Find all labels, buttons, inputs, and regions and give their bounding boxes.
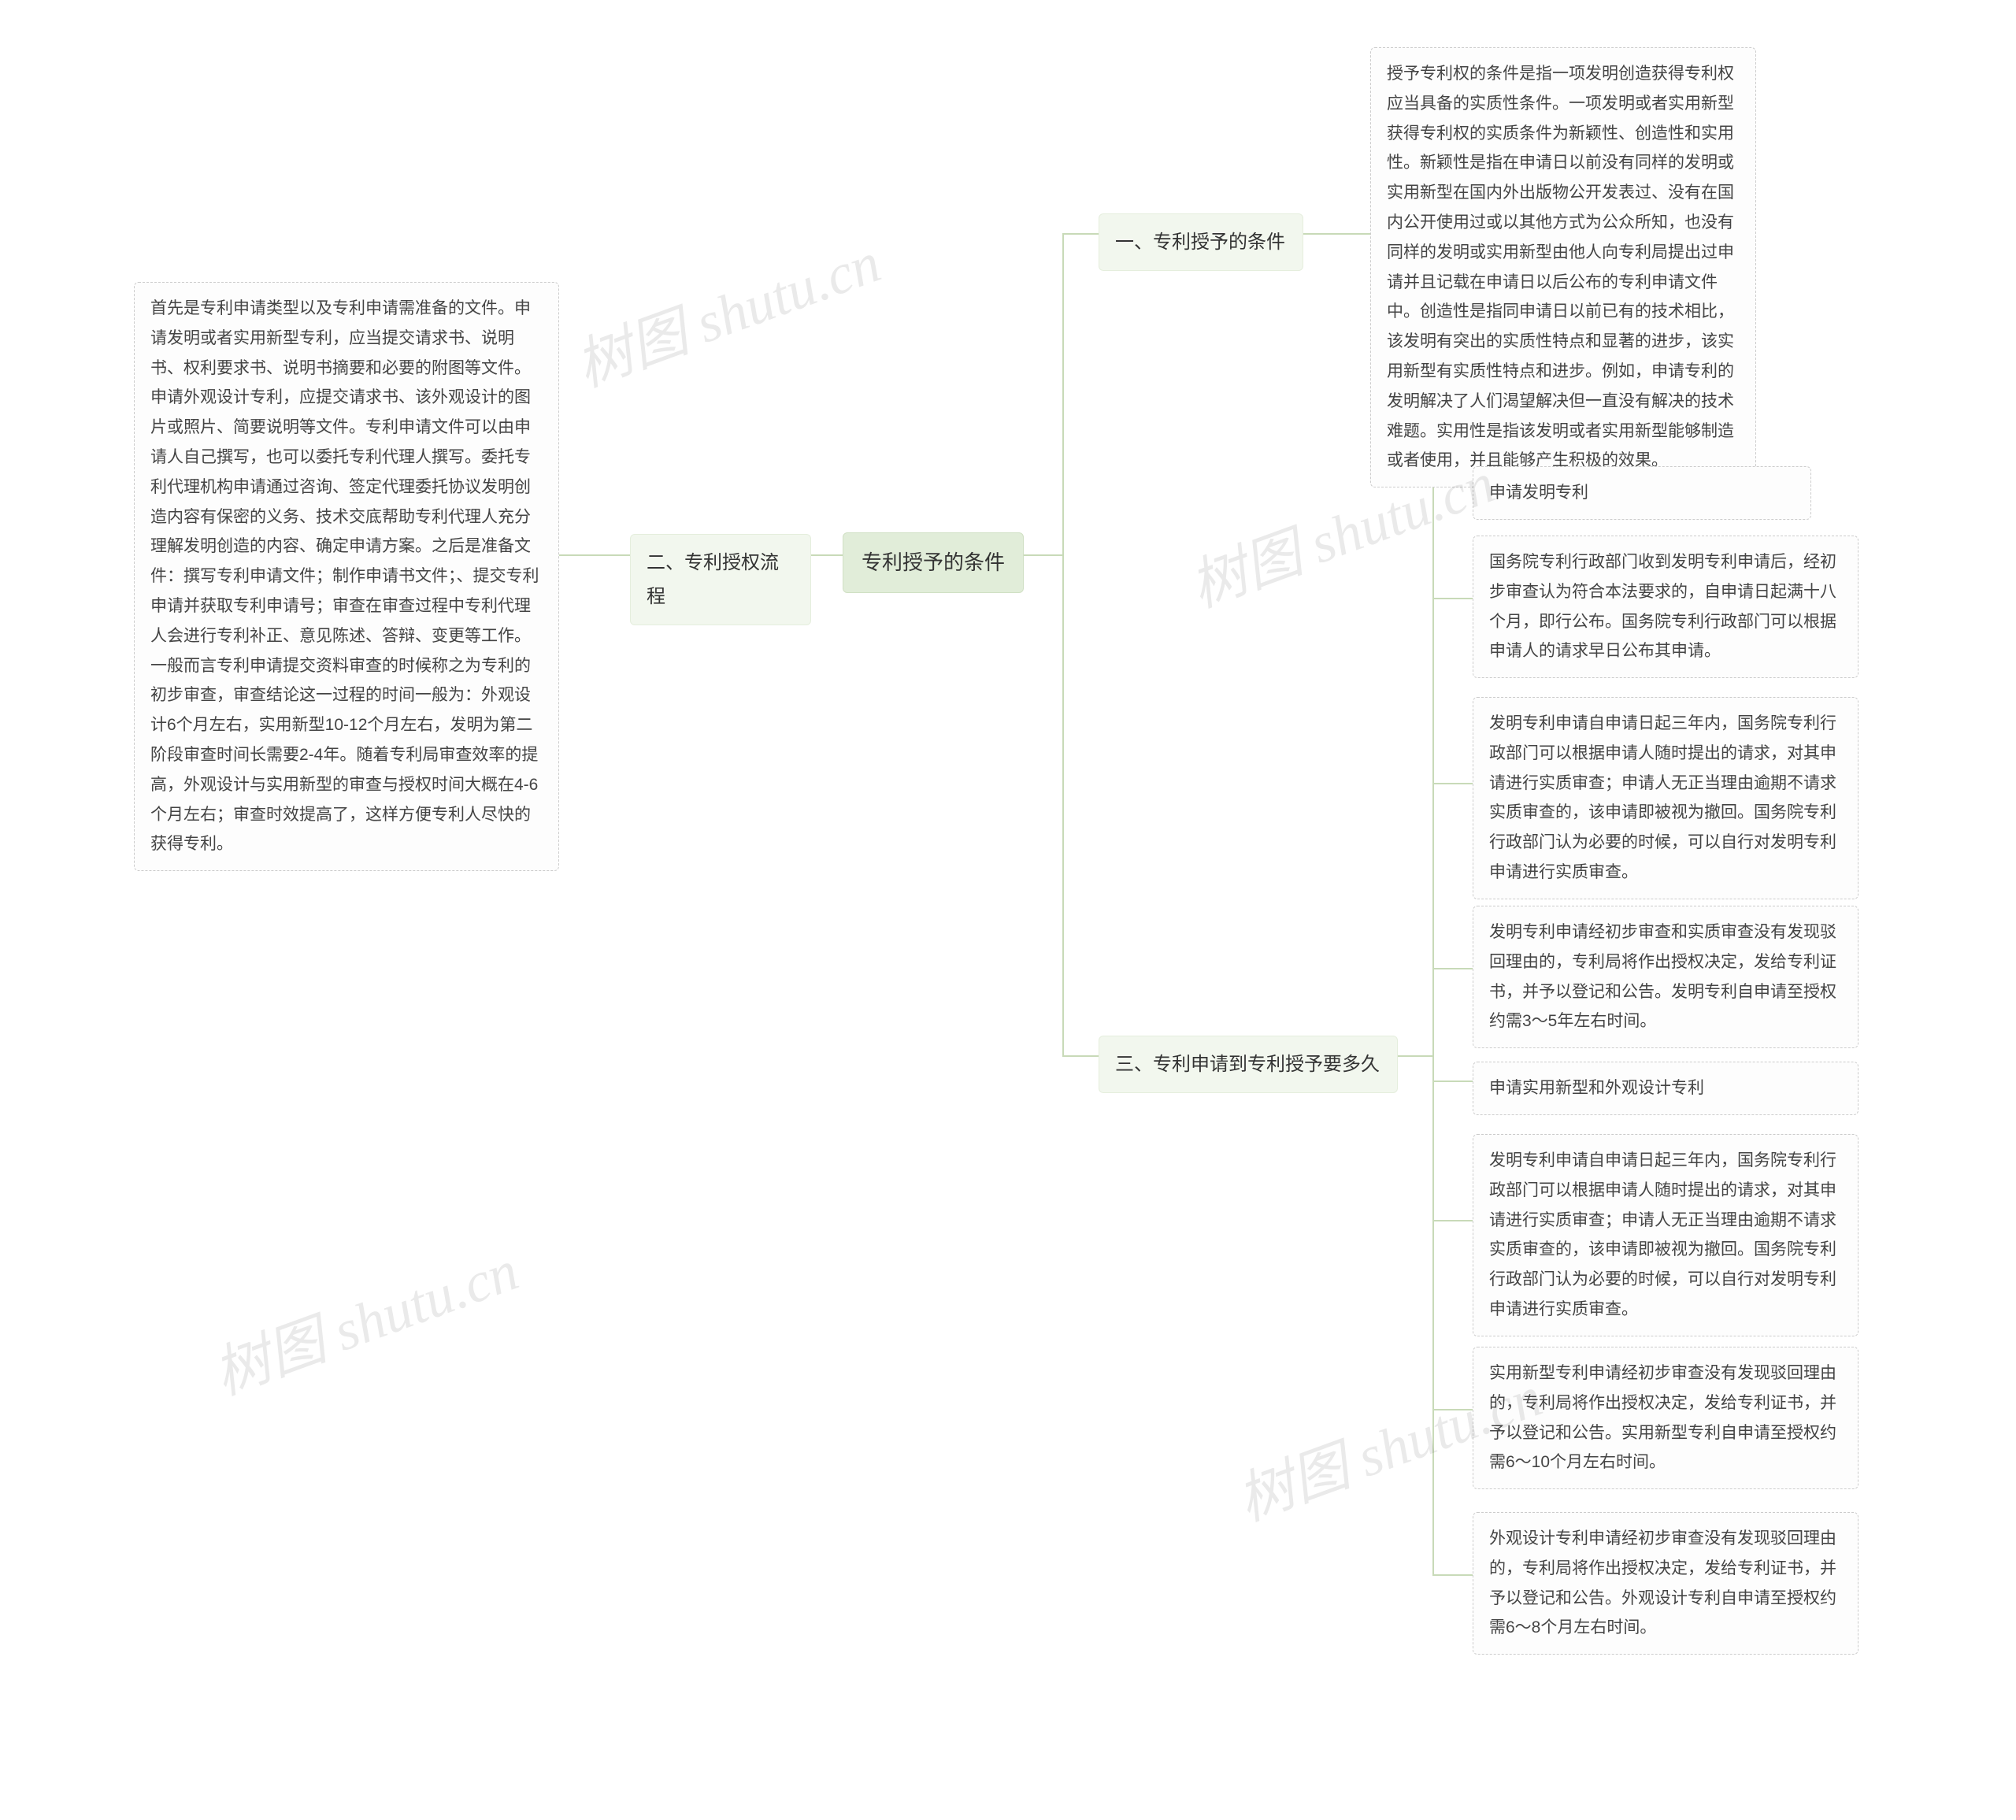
watermark: 树图 shutu.cn <box>562 216 890 402</box>
mindmap-canvas: 专利授予的条件 一、专利授予的条件 二、专利授权流程 三、专利申请到专利授予要多… <box>0 0 2016 1820</box>
leaf-invention-title[interactable]: 申请发明专利 <box>1473 466 1811 520</box>
leaf-invention-grant[interactable]: 发明专利申请经初步审查和实质审查没有发现驳回理由的，专利局将作出授权决定，发给专… <box>1473 906 1858 1048</box>
leaf-invention-publish[interactable]: 国务院专利行政部门收到发明专利申请后，经初步审查认为符合本法要求的，自申请日起满… <box>1473 536 1858 678</box>
leaf-utility-substantive[interactable]: 发明专利申请自申请日起三年内，国务院专利行政部门可以根据申请人随时提出的请求，对… <box>1473 1134 1858 1336</box>
branch-process[interactable]: 二、专利授权流程 <box>630 534 811 625</box>
leaf-design-grant[interactable]: 外观设计专利申请经初步审查没有发现驳回理由的，专利局将作出授权决定，发给专利证书… <box>1473 1512 1858 1655</box>
leaf-utility-grant[interactable]: 实用新型专利申请经初步审查没有发现驳回理由的，专利局将作出授权决定，发给专利证书… <box>1473 1347 1858 1489</box>
watermark: 树图 shutu.cn <box>200 1224 528 1410</box>
leaf-process-detail[interactable]: 首先是专利申请类型以及专利申请需准备的文件。申请发明或者实用新型专利，应当提交请… <box>134 282 559 871</box>
branch-duration[interactable]: 三、专利申请到专利授予要多久 <box>1099 1036 1398 1093</box>
leaf-conditions-detail[interactable]: 授予专利权的条件是指一项发明创造获得专利权应当具备的实质性条件。一项发明或者实用… <box>1370 47 1756 487</box>
root-node[interactable]: 专利授予的条件 <box>843 532 1024 593</box>
leaf-utility-title[interactable]: 申请实用新型和外观设计专利 <box>1473 1062 1858 1115</box>
leaf-invention-substantive[interactable]: 发明专利申请自申请日起三年内，国务院专利行政部门可以根据申请人随时提出的请求，对… <box>1473 697 1858 899</box>
branch-conditions[interactable]: 一、专利授予的条件 <box>1099 213 1303 271</box>
